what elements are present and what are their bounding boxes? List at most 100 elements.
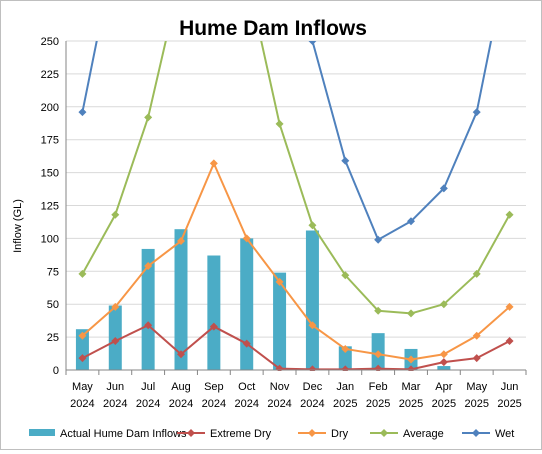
data-point [111,337,120,346]
data-point [275,277,284,286]
x-tick-label-month: May [72,381,93,393]
x-tick-label-year: 2024 [234,398,258,410]
y-tick-label: 250 [41,36,59,48]
data-point [472,354,481,363]
data-point [209,322,218,331]
x-tick-label-month: Sep [204,381,224,393]
data-point [341,156,350,165]
data-point [439,358,448,367]
y-tick-label: 200 [41,102,59,114]
data-point [439,350,448,359]
data-point [341,344,350,353]
x-tick-label-month: Aug [171,381,191,393]
series-line-average [81,41,511,315]
y-axis-label: Inflow (GL) [12,199,24,253]
x-tick-label-year: 2025 [432,398,456,410]
series-line-dry [81,162,511,361]
data-point [111,302,120,311]
legend-swatch-marker [380,429,388,437]
data-point [407,355,415,364]
y-tick-label: 0 [53,365,59,377]
axes: 0 25 50 75 100 125 150 175 200 225 250 May 2024 Jun 20… [41,36,527,410]
y-tick-label: 25 [47,332,59,344]
y-tick-label: 175 [41,135,59,147]
data-point [308,321,317,330]
legend-swatch-marker [472,429,480,437]
x-tick-label-month: Feb [369,381,388,393]
data-point [78,269,87,278]
data-point [505,302,514,311]
data-point [472,108,481,117]
x-tick-label-month: Mar [402,381,421,393]
data-point [209,159,218,168]
legend-swatch-marker [308,429,316,437]
data-point [505,337,514,346]
x-tick-label-month: Nov [270,381,290,393]
data-point [407,217,415,226]
legend-label: Extreme Dry [210,428,272,440]
x-tick-label-year: 2025 [333,398,357,410]
x-tick-label-month: May [466,381,487,393]
chart-title: Hume Dam Inflows [179,17,367,40]
bar [338,346,352,370]
x-tick-label-year: 2025 [399,398,423,410]
x-tick-label-year: 2024 [300,398,324,410]
bar [273,272,287,370]
x-tick-label-month: Jun [501,381,519,393]
data-point [177,237,185,246]
bar [207,255,221,370]
bar [437,366,451,370]
data-point [78,354,87,363]
x-tick-label-year: 2025 [464,398,488,410]
data-point [374,350,383,359]
data-point [472,331,481,340]
legend-label: Dry [331,428,349,440]
data-point [374,364,383,371]
data-point [341,271,350,280]
bar [174,229,188,370]
y-tick-label: 100 [41,233,59,245]
data-point [78,331,87,340]
bar [141,248,155,370]
data-point [374,235,383,244]
x-tick-label-month: Oct [238,381,255,393]
legend-label: Wet [495,428,514,440]
data-point [275,119,284,128]
data-point [308,41,317,45]
x-tick-label-month: Jan [336,381,354,393]
x-tick-label-year: 2024 [267,398,291,410]
x-tick-label-year: 2024 [103,398,127,410]
x-tick-label-month: Dec [303,381,323,393]
legend-swatch-bars [29,429,55,436]
bar [240,238,254,370]
data-point [111,210,120,219]
series-line-wet [81,41,493,241]
legend-label: Average [403,428,444,440]
legend: Actual Hume Dam Inflows Extreme Dry Dry Ave… [29,428,514,440]
x-tick-label-month: Jun [106,381,124,393]
legend-label: Actual Hume Dam Inflows [60,428,187,440]
data-point [505,210,514,219]
y-tick-label: 150 [41,168,59,180]
y-tick-label: 50 [47,299,59,311]
data-point [78,108,87,117]
x-tick-label-month: Apr [435,381,452,393]
y-tick-label: 225 [41,69,59,81]
x-tick-label-year: 2024 [202,398,226,410]
bar-series [75,229,451,370]
data-point [308,221,317,230]
data-point [144,321,153,330]
data-point [407,309,415,318]
x-tick-label-year: 2025 [497,398,521,410]
data-point [177,350,185,359]
data-point [472,269,481,278]
x-tick-label-year: 2024 [70,398,94,410]
data-point [242,234,251,243]
data-point [144,262,153,271]
legend-swatch-marker [187,429,195,437]
data-point [242,339,251,348]
x-tick-label-year: 2024 [136,398,160,410]
y-tick-label: 125 [41,201,59,213]
